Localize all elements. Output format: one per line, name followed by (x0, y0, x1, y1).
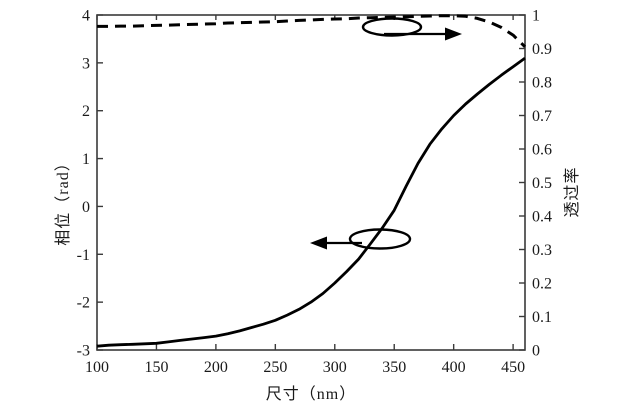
phase-curve (96, 56, 526, 348)
right-y-tick-label: 0.5 (532, 175, 552, 192)
right-y-axis-label: 透过率 (564, 166, 581, 218)
left-y-tick-label: 0 (82, 199, 90, 216)
transmittance-axis-pointer-ellipse (361, 17, 423, 37)
x-tick-label: 200 (204, 359, 228, 376)
right-y-tick-label: 0.2 (532, 276, 552, 293)
axis-ticks (96, 14, 525, 351)
left-y-tick-label: 2 (82, 103, 90, 120)
right-y-tick-label: 1 (532, 8, 540, 25)
right-y-tick-label: 0.9 (532, 41, 552, 58)
x-tick-label: 100 (85, 359, 109, 376)
x-tick-label: 250 (263, 359, 287, 376)
left-y-tick-label: -2 (77, 295, 90, 312)
right-y-tick-label: 0.7 (532, 108, 552, 125)
transmittance-axis-pointer (361, 17, 462, 41)
x-tick-label: 350 (382, 359, 406, 376)
right-y-tick-label: 0.8 (532, 75, 552, 92)
right-y-tick-label: 0.4 (532, 209, 552, 226)
right-y-tick-label: 0.1 (532, 309, 552, 326)
right-y-tick-label: 0.3 (532, 242, 552, 259)
tick-labels: 100 150 200 250 300 350 400 450 -3 -2 -1 0 1 2 3 4 0 0.1 0… (77, 8, 552, 377)
transmittance-curve (97, 14, 527, 48)
x-tick-label: 450 (501, 359, 525, 376)
right-y-tick-label: 0 (532, 343, 540, 360)
left-y-tick-label: -1 (77, 247, 90, 264)
axes-frame (96, 14, 526, 351)
curve-axis-annotations (310, 17, 462, 250)
data-curves (96, 14, 527, 348)
left-y-tick-label: 4 (82, 8, 90, 25)
x-tick-label: 400 (442, 359, 466, 376)
right-y-tick-label: 0.6 (532, 142, 552, 159)
x-axis-label: 尺寸（nm） (265, 386, 357, 403)
plot-border-box (96, 14, 526, 351)
left-y-tick-label: -3 (77, 343, 90, 360)
phase-axis-pointer (310, 228, 412, 250)
x-tick-label: 150 (144, 359, 168, 376)
transmittance-axis-pointer-arrow-head (445, 27, 462, 41)
phase-axis-pointer-arrow-head (310, 236, 327, 250)
left-y-tick-label: 3 (82, 55, 90, 72)
x-tick-label: 300 (323, 359, 347, 376)
phase-axis-pointer-ellipse (348, 228, 412, 250)
left-y-axis-label: 相位（rad） (55, 154, 72, 246)
left-y-tick-label: 1 (82, 151, 90, 168)
